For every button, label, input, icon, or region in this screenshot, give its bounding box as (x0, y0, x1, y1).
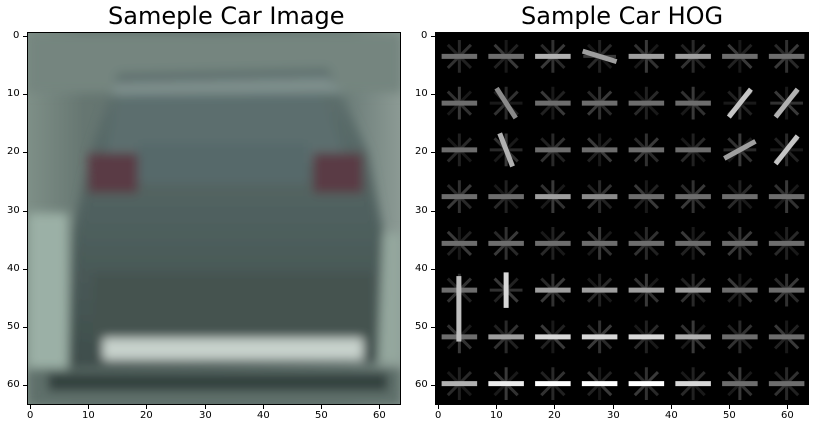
hog-cell-dominant-stroke (773, 87, 800, 119)
left-x-tick: 0 (27, 410, 34, 421)
right-y-tickmark (431, 94, 435, 95)
left-x-tick: 20 (140, 410, 153, 421)
right-y-tickmark (431, 152, 435, 153)
hog-cell-dominant-stroke (494, 86, 518, 120)
car-image-frame (27, 32, 401, 405)
left-x-tickmark (30, 405, 31, 409)
right-x-tickmark (787, 405, 788, 409)
right-x-tickmark (671, 405, 672, 409)
right-y-tick: 60 (415, 379, 428, 390)
right-y-tickmark (431, 327, 435, 328)
left-y-tick: 20 (7, 146, 20, 157)
left-x-tick: 40 (257, 410, 270, 421)
left-x-tickmark (88, 405, 89, 409)
hog-cell-dominant-stroke (497, 132, 515, 168)
left-x-tickmark (146, 405, 147, 409)
right-y-tick: 40 (415, 263, 428, 274)
left-y-tick: 40 (7, 263, 20, 274)
sample-car-hog (441, 40, 805, 400)
left-y-tick: 60 (7, 379, 20, 390)
hog-cell-dominant-stroke (726, 87, 753, 119)
right-y-tickmark (431, 269, 435, 270)
right-x-tickmark (729, 405, 730, 409)
right-y-tickmark (431, 385, 435, 386)
right-y-tick: 0 (421, 30, 428, 41)
right-x-tickmark (438, 405, 439, 409)
hog-cell-dominant-stroke (723, 139, 757, 161)
right-panel-title: Sample Car HOG (521, 2, 724, 30)
hog-image-frame (435, 32, 809, 405)
right-x-tick: 0 (435, 410, 442, 421)
right-x-tick: 40 (665, 410, 678, 421)
right-y-tick: 30 (415, 205, 428, 216)
hog-cell-dominant-stroke (773, 134, 800, 166)
left-y-tick: 10 (7, 88, 20, 99)
left-y-tick: 0 (13, 30, 20, 41)
right-x-tick: 20 (548, 410, 561, 421)
right-x-tick: 50 (723, 410, 736, 421)
left-x-tick: 60 (373, 410, 386, 421)
left-x-tick: 50 (315, 410, 328, 421)
right-x-tickmark (613, 405, 614, 409)
left-panel-title: Sameple Car Image (108, 2, 345, 30)
right-y-tick: 50 (415, 321, 428, 332)
left-y-tickmark (23, 152, 27, 153)
right-x-tick: 60 (781, 410, 794, 421)
left-y-tickmark (23, 269, 27, 270)
right-x-tickmark (496, 405, 497, 409)
left-x-tickmark (263, 405, 264, 409)
right-y-tickmark (431, 211, 435, 212)
hog-vertical-edge (456, 276, 462, 342)
right-x-tick: 30 (607, 410, 620, 421)
left-x-tickmark (205, 405, 206, 409)
left-y-tickmark (23, 211, 27, 212)
sample-car-image (28, 33, 400, 404)
right-x-tick: 10 (490, 410, 503, 421)
left-x-tickmark (379, 405, 380, 409)
right-x-tickmark (554, 405, 555, 409)
right-y-tick: 10 (415, 88, 428, 99)
left-y-tick: 50 (7, 321, 20, 332)
left-y-tickmark (23, 385, 27, 386)
left-x-tick: 10 (82, 410, 95, 421)
left-y-tickmark (23, 327, 27, 328)
left-y-tickmark (23, 36, 27, 37)
left-x-tick: 30 (199, 410, 212, 421)
right-y-tick: 20 (415, 146, 428, 157)
left-y-tickmark (23, 94, 27, 95)
right-y-tickmark (431, 36, 435, 37)
left-x-tickmark (321, 405, 322, 409)
hog-cell-dominant-stroke (581, 48, 618, 65)
left-y-tick: 30 (7, 205, 20, 216)
